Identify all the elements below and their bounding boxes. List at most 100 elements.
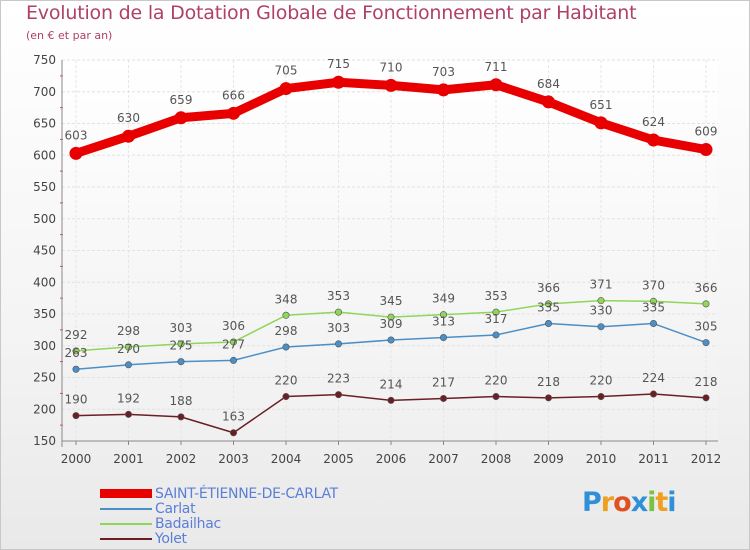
data-point-carlat <box>230 356 238 364</box>
y-tick-label: 700 <box>33 85 56 99</box>
legend-label: Carlat <box>155 500 196 517</box>
data-point-badailhac <box>387 313 395 321</box>
data-point-badailhac <box>125 343 133 351</box>
data-label-badailhac: 292 <box>65 328 88 342</box>
x-tick-label: 2004 <box>271 452 302 466</box>
legend-label: SAINT-ÉTIENNE-DE-CARLAT <box>155 485 338 502</box>
data-point-saint-tienne-de-carlat <box>332 75 345 89</box>
data-point-yolet <box>282 393 290 401</box>
data-label-badailhac: 345 <box>380 294 403 308</box>
data-label-saint-tienne-de-carlat: 624 <box>642 115 665 129</box>
data-label-yolet: 220 <box>275 374 298 388</box>
data-label-carlat: 298 <box>275 324 298 338</box>
data-point-carlat <box>125 361 133 369</box>
data-point-badailhac <box>230 338 238 346</box>
legend-swatch <box>100 522 152 525</box>
legend-item: Badailhac <box>100 515 338 532</box>
data-point-badailhac <box>177 340 185 348</box>
data-point-carlat <box>72 365 80 373</box>
x-tick-label: 2003 <box>218 452 249 466</box>
y-tick-label: 750 <box>33 53 56 67</box>
logo-letter: o <box>613 487 632 518</box>
x-tick-label: 2010 <box>586 452 617 466</box>
legend-swatch <box>100 489 152 498</box>
data-label-carlat: 335 <box>537 301 560 315</box>
y-tick-label: 550 <box>33 180 56 194</box>
x-tick-label: 2001 <box>113 452 144 466</box>
logo-letter: i <box>647 487 656 518</box>
y-tick-label: 400 <box>33 275 56 289</box>
proxiti-logo: Proxiti <box>582 487 677 518</box>
y-tick-label: 150 <box>33 434 56 448</box>
y-tick-label: 600 <box>33 148 56 162</box>
data-label-saint-tienne-de-carlat: 703 <box>432 65 455 79</box>
data-label-yolet: 214 <box>380 377 403 391</box>
data-label-saint-tienne-de-carlat: 711 <box>485 60 508 74</box>
data-label-saint-tienne-de-carlat: 630 <box>117 111 140 125</box>
data-point-yolet <box>387 396 395 404</box>
data-point-yolet <box>439 394 447 402</box>
data-label-saint-tienne-de-carlat: 705 <box>275 64 298 78</box>
data-point-carlat <box>544 320 552 328</box>
data-label-badailhac: 370 <box>642 278 665 292</box>
data-label-saint-tienne-de-carlat: 603 <box>65 128 88 142</box>
data-point-yolet <box>544 394 552 402</box>
data-label-yolet: 220 <box>590 374 613 388</box>
logo-letter: P <box>582 487 602 518</box>
data-label-badailhac: 371 <box>590 278 613 292</box>
data-point-saint-tienne-de-carlat <box>227 106 240 120</box>
x-tick-label: 2008 <box>481 452 512 466</box>
y-tick-label: 300 <box>33 339 56 353</box>
logo-letter: t <box>655 487 668 518</box>
x-tick-label: 2000 <box>61 452 92 466</box>
legend-swatch <box>100 537 152 540</box>
data-point-badailhac <box>72 347 80 355</box>
data-point-carlat <box>282 343 290 351</box>
data-label-saint-tienne-de-carlat: 609 <box>695 125 718 139</box>
data-point-carlat <box>492 331 500 339</box>
legend-item: SAINT-ÉTIENNE-DE-CARLAT <box>100 485 338 502</box>
data-point-saint-tienne-de-carlat <box>122 129 135 143</box>
data-label-carlat: 317 <box>485 312 508 326</box>
legend-label: Yolet <box>155 530 187 547</box>
data-point-saint-tienne-de-carlat <box>69 146 83 160</box>
data-point-saint-tienne-de-carlat <box>279 82 293 96</box>
data-label-saint-tienne-de-carlat: 710 <box>380 60 403 74</box>
data-label-saint-tienne-de-carlat: 684 <box>537 77 560 91</box>
data-label-saint-tienne-de-carlat: 651 <box>590 98 613 112</box>
legend-swatch <box>100 507 152 510</box>
data-label-badailhac: 303 <box>170 321 193 335</box>
legend-label: Badailhac <box>155 515 221 532</box>
data-point-yolet <box>597 393 605 401</box>
data-label-badailhac: 353 <box>485 289 508 303</box>
data-point-badailhac <box>702 300 710 308</box>
x-tick-label: 2011 <box>638 452 669 466</box>
data-point-badailhac <box>334 308 342 316</box>
logo-letter: x <box>630 487 648 518</box>
data-label-carlat: 303 <box>327 321 350 335</box>
data-label-yolet: 223 <box>327 372 350 386</box>
x-tick-label: 2006 <box>376 452 407 466</box>
legend-item: Carlat <box>100 500 338 517</box>
x-tick-label: 2007 <box>428 452 459 466</box>
data-label-badailhac: 306 <box>222 319 245 333</box>
data-label-yolet: 224 <box>642 371 665 385</box>
data-point-yolet <box>702 394 710 402</box>
data-label-saint-tienne-de-carlat: 715 <box>327 57 350 71</box>
data-label-badailhac: 349 <box>432 292 455 306</box>
data-point-badailhac <box>597 297 605 305</box>
data-point-saint-tienne-de-carlat <box>594 116 608 130</box>
data-point-yolet <box>230 429 238 437</box>
data-label-yolet: 163 <box>222 410 245 424</box>
data-label-yolet: 190 <box>65 393 88 407</box>
x-tick-label: 2009 <box>533 452 564 466</box>
data-label-carlat: 309 <box>380 317 403 331</box>
x-tick-label: 2012 <box>691 452 722 466</box>
data-point-yolet <box>177 413 185 421</box>
data-point-saint-tienne-de-carlat <box>384 78 398 92</box>
data-point-badailhac <box>492 308 500 316</box>
data-point-yolet <box>334 391 342 399</box>
data-point-carlat <box>597 323 605 331</box>
data-point-badailhac <box>439 311 447 319</box>
logo-letter: r <box>600 487 614 518</box>
